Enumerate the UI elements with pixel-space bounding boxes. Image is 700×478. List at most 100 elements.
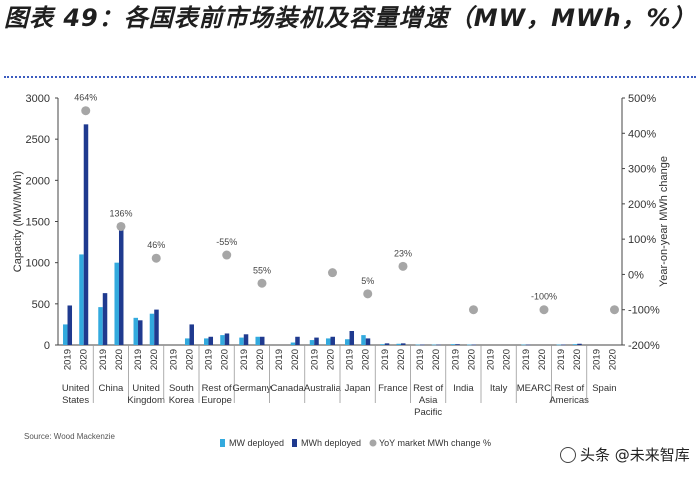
x-year-label: 2019 <box>521 349 532 370</box>
yoy-data-label: -100% <box>531 292 557 302</box>
x-category-label: India <box>453 383 474 394</box>
mw-bar <box>361 335 366 345</box>
mw-bar <box>133 317 139 345</box>
mw-bar <box>309 340 315 345</box>
mwh-bar <box>189 324 194 345</box>
legend-label: MW deployed <box>229 438 284 448</box>
x-year-label: 2020 <box>290 349 301 370</box>
mwh-bar <box>330 336 335 345</box>
mwh-bar <box>384 343 390 345</box>
x-category-label: States <box>62 395 89 406</box>
y2-tick-label: 200% <box>628 199 656 211</box>
yoy-data-label: 46% <box>147 240 165 250</box>
y2-tick-label: 400% <box>628 128 656 140</box>
mwh-bar <box>577 343 582 345</box>
mw-bar <box>466 344 472 346</box>
y2-tick-label: 0% <box>628 269 644 281</box>
y2-axis-title: Year-on-year MWh change <box>658 156 670 287</box>
mw-bar <box>149 313 155 345</box>
y-tick-label: 3000 <box>26 93 50 105</box>
mwh-bar <box>400 343 406 345</box>
x-category-label: Europe <box>201 395 232 406</box>
x-category-label: South <box>169 383 194 394</box>
x-year-label: 2020 <box>502 349 513 370</box>
yoy-marker <box>116 221 126 231</box>
mw-bar <box>415 344 421 346</box>
y2-tick-label: -200% <box>628 340 660 352</box>
x-year-label: 2020 <box>149 349 160 370</box>
x-year-label: 2020 <box>572 349 583 370</box>
watermark-text: 头条 @未来智库 <box>580 446 690 464</box>
yoy-data-label: -55% <box>216 237 237 247</box>
x-year-label: 2019 <box>98 349 109 370</box>
y-tick-label: 2500 <box>26 134 50 146</box>
x-year-label: 2019 <box>274 349 285 370</box>
yoy-marker <box>609 305 619 315</box>
x-year-label: 2019 <box>450 349 461 370</box>
y-tick-label: 500 <box>32 299 50 311</box>
x-category-label: United <box>132 383 159 394</box>
x-year-label: 2019 <box>345 349 356 370</box>
mw-bar <box>79 254 84 345</box>
mwh-bar <box>83 124 89 345</box>
yoy-data-label: 136% <box>109 208 132 218</box>
watermark: 头条 @未来智库 <box>560 444 690 465</box>
x-category-label: Australia <box>304 383 342 394</box>
y2-tick-label: 500% <box>628 93 656 105</box>
mwh-bar <box>471 344 476 346</box>
mwh-bar <box>118 224 124 345</box>
x-category-label: MEARC <box>517 383 551 394</box>
x-year-label: 2019 <box>133 349 144 370</box>
x-category-label: Spain <box>592 383 616 394</box>
yoy-data-label: 55% <box>253 265 271 275</box>
x-category-label: Rest of <box>202 383 232 394</box>
x-year-label: 2019 <box>415 349 426 370</box>
yoy-marker <box>222 250 232 260</box>
mwh-bar <box>102 293 108 345</box>
yoy-data-label: 464% <box>74 93 97 103</box>
mw-bar <box>325 338 331 345</box>
x-category-label: Japan <box>345 383 371 394</box>
x-year-label: 2020 <box>79 349 90 370</box>
mwh-bar <box>154 309 159 345</box>
yoy-marker <box>363 289 373 299</box>
x-year-label: 2019 <box>309 349 320 370</box>
mwh-bar <box>420 344 425 346</box>
yoy-data-label: 5% <box>361 276 374 286</box>
mw-bar <box>431 344 437 346</box>
mwh-bar <box>525 344 531 346</box>
mw-bar <box>521 344 526 346</box>
x-year-label: 2020 <box>325 349 336 370</box>
x-year-label: 2020 <box>466 349 477 370</box>
x-category-label: Pacific <box>414 407 442 418</box>
mw-bar <box>556 344 562 346</box>
legend-swatch <box>292 439 297 447</box>
x-year-label: 2020 <box>396 349 407 370</box>
capacity-chart: 0 500 1000 1500 2000 2500 3000 -200% -100% 0% 100%… <box>12 93 670 448</box>
x-year-label: 2019 <box>591 349 602 370</box>
figure-title: 图表 49：各国表前市场装机及容量增速（MW，MWh，%） <box>4 4 697 32</box>
y-tick-label: 1500 <box>26 217 50 229</box>
yoy-marker <box>257 278 267 288</box>
yoy-marker <box>468 305 478 315</box>
y-axis-title: Capacity (MW/MWh) <box>12 171 24 272</box>
x-category-label: United <box>62 383 89 394</box>
figure-header: 图表 49：各国表前市场装机及容量增速（MW，MWh，%） <box>4 2 696 34</box>
yoy-marker <box>327 268 337 278</box>
mw-bar <box>396 343 401 345</box>
x-category-label: Americas <box>549 395 589 406</box>
mw-bar <box>345 339 350 345</box>
legend-label: MWh deployed <box>301 438 361 448</box>
mw-bar <box>290 342 296 345</box>
mwh-bar <box>138 320 143 345</box>
x-year-label: 2019 <box>486 349 497 370</box>
x-year-label: 2019 <box>239 349 250 370</box>
x-category-label: Korea <box>169 395 195 406</box>
x-year-label: 2020 <box>184 349 195 370</box>
mwh-bar <box>365 338 371 345</box>
x-category-label: Kingdom <box>127 395 165 406</box>
x-category-label: Asia <box>419 395 438 406</box>
mw-bar <box>184 338 190 345</box>
mwh-bar <box>208 336 214 345</box>
yoy-marker <box>81 106 91 116</box>
